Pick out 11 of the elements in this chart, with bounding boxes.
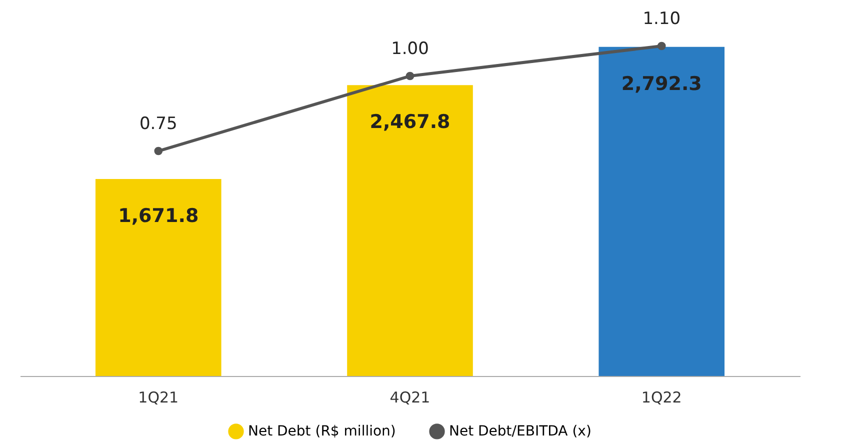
x-tick-label: 1Q22 (641, 388, 682, 406)
data-label: 1.00 (391, 39, 429, 59)
data-label: 1.10 (642, 9, 681, 29)
data-label: 1,671.8 (118, 204, 199, 227)
legend-label: Net Debt (R$ million) (248, 423, 396, 440)
legend-label: Net Debt/EBITDA (x) (449, 423, 592, 440)
data-label: 0.75 (139, 114, 178, 134)
data-label: 2,467.8 (370, 111, 450, 134)
x-tick-label: 1Q21 (138, 388, 179, 406)
x-tick-label: 4Q21 (390, 388, 430, 406)
data-label: 2,792.3 (621, 72, 702, 95)
